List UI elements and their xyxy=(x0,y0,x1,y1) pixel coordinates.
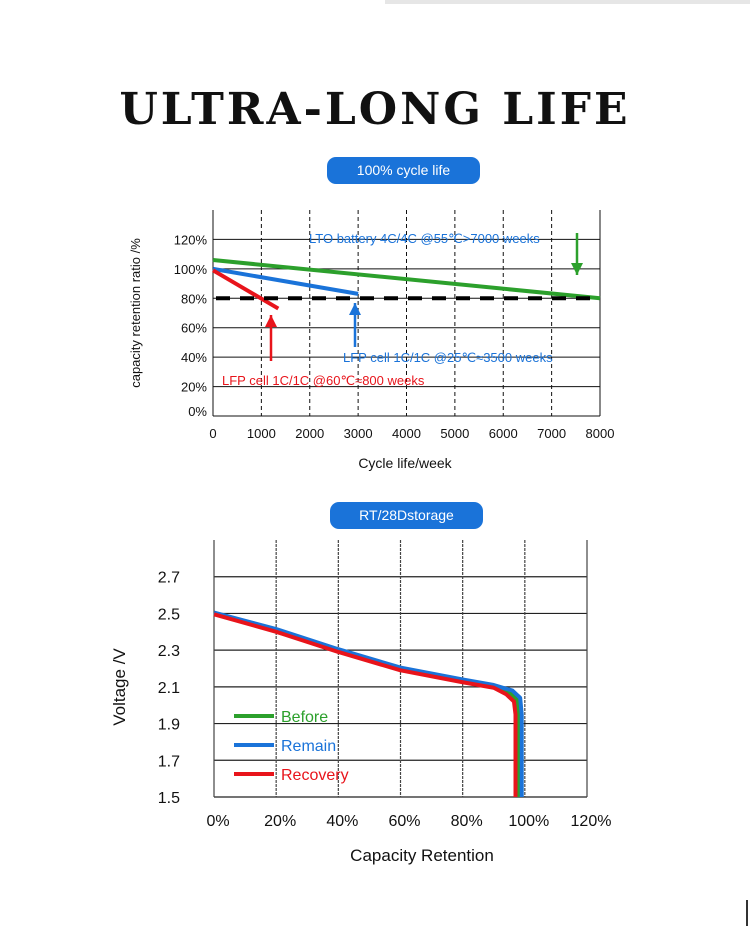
c1-x-tick: 6000 xyxy=(489,426,518,441)
c1-x-tick: 5000 xyxy=(440,426,469,441)
c2-x-tick: 120% xyxy=(571,813,612,830)
c2-y-tick: 2.7 xyxy=(158,570,180,587)
c1-y-tick: 80% xyxy=(181,291,207,306)
c1-y-tick: 40% xyxy=(181,350,207,365)
c2-y-tick: 1.7 xyxy=(158,753,180,770)
c2-y-tick: 2.1 xyxy=(158,680,180,697)
c2-legend-label: Recovery xyxy=(281,767,349,784)
c1-y-tick: 120% xyxy=(174,232,208,247)
c2-y-tick: 2.5 xyxy=(158,606,180,623)
c1-y-tick: 60% xyxy=(181,321,207,336)
c2-y-tick: 1.5 xyxy=(158,790,180,807)
c1-lfp25-label: LFP cell 1C/1C @25℃≈3500 weeks xyxy=(343,350,553,365)
edge-mark xyxy=(746,900,748,926)
c2-x-tick: 20% xyxy=(264,813,296,830)
c2-y-tick: 2.3 xyxy=(158,643,180,660)
c2-x-tick: 80% xyxy=(451,813,483,830)
c2-legend-label: Before xyxy=(281,709,328,726)
c1-blue-arrow-icon-head xyxy=(349,303,361,315)
c2-x-tick: 0% xyxy=(206,813,229,830)
top-edge-bar xyxy=(385,0,750,4)
c1-y-tick: 100% xyxy=(174,262,208,277)
c1-y-label: capacity retention ratio /% xyxy=(128,238,143,388)
c1-lto-label: LTO battery 4C/4C @55℃>7000 weeks xyxy=(309,231,540,246)
c1-x-tick: 1000 xyxy=(247,426,276,441)
c1-lto-line xyxy=(212,258,601,301)
c1-x-tick: 7000 xyxy=(537,426,566,441)
c2-legend-label: Remain xyxy=(281,738,336,755)
c2-y-tick: 1.9 xyxy=(158,717,180,734)
c2-before-line xyxy=(213,611,521,797)
c1-x-tick: 0 xyxy=(209,426,216,441)
c1-lfp25-line xyxy=(212,266,359,296)
c1-lfp60-label: LFP cell 1C/1C @60℃≈800 weeks xyxy=(222,373,425,388)
c2-remain-line xyxy=(213,610,524,797)
cycle-life-badge: 100% cycle life xyxy=(327,157,480,184)
c2-x-tick: 40% xyxy=(326,813,358,830)
c1-y-tick: 20% xyxy=(181,380,207,395)
c1-x-tick: 8000 xyxy=(586,426,615,441)
c2-recovery-line xyxy=(213,612,518,797)
c1-x-label: Cycle life/week xyxy=(358,455,452,471)
c2-x-tick: 100% xyxy=(508,813,549,830)
storage-badge: RT/28Dstorage xyxy=(330,502,483,529)
c1-red-arrow-icon-head xyxy=(265,315,277,327)
c1-y-tick: 0% xyxy=(188,404,207,419)
c2-y-label: Voltage /V xyxy=(110,648,129,726)
c1-green-arrow-icon-head xyxy=(571,263,583,275)
page-title: ULTRA-LONG LIFE xyxy=(119,84,631,135)
c1-x-tick: 2000 xyxy=(295,426,324,441)
c1-lfp60-line xyxy=(211,268,280,311)
c2-x-tick: 60% xyxy=(388,813,420,830)
c1-x-tick: 3000 xyxy=(344,426,373,441)
c1-x-tick: 4000 xyxy=(392,426,421,441)
c2-x-label: Capacity Retention xyxy=(350,846,494,865)
